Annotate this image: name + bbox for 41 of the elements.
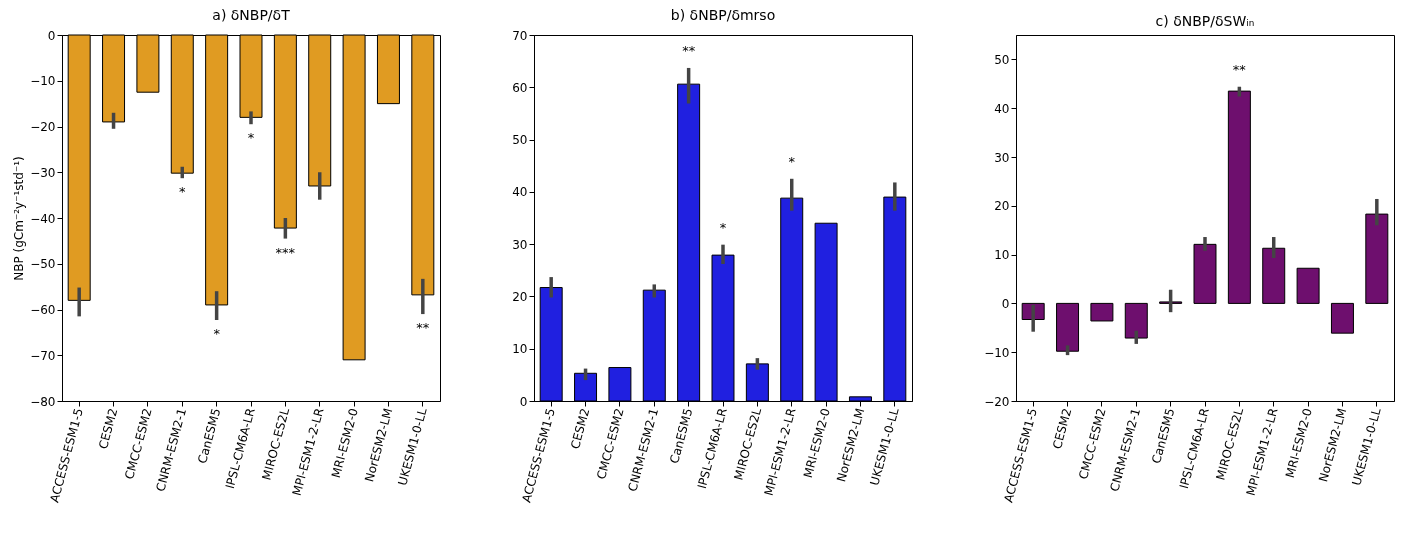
y-tick-label: −80 [30, 394, 56, 409]
annotation: * [788, 153, 796, 169]
y-tick-label: 70 [512, 28, 528, 43]
y-tick-label: 10 [512, 342, 528, 357]
y-tick-label: 20 [994, 199, 1010, 214]
annotation: * [179, 184, 187, 200]
y-tick-label: −30 [30, 165, 56, 180]
y-tick-label: 0 [519, 394, 528, 409]
chart-title: b) δNBP/δmrso [670, 7, 776, 23]
x-tick-label: CESM2 [96, 406, 121, 451]
y-tick-label: −40 [30, 211, 56, 226]
annotation: * [213, 326, 221, 342]
y-tick-label: 40 [512, 185, 528, 200]
annotation: * [247, 130, 255, 146]
annotation: ** [416, 320, 430, 336]
annotation: ** [682, 42, 696, 58]
y-axis-title: NBP (gCm⁻²y⁻¹std⁻¹) [12, 156, 27, 281]
y-tick-label: −50 [30, 257, 56, 272]
x-tick-label: CESM2 [1050, 406, 1075, 451]
y-tick-label: −10 [30, 74, 56, 89]
y-tick-label: 30 [994, 150, 1010, 165]
y-tick-label: 20 [512, 289, 528, 304]
y-tick-label: 30 [512, 237, 528, 252]
annotation: *** [275, 244, 296, 260]
y-tick-label: 60 [512, 80, 528, 95]
y-tick-label: 50 [994, 52, 1010, 67]
y-tick-label: 40 [994, 101, 1010, 116]
y-tick-label: −20 [30, 120, 56, 134]
x-tick-label: CESM2 [568, 406, 593, 451]
annotation: ** [1232, 61, 1247, 77]
y-tick-label: 50 [512, 133, 528, 148]
y-tick-label: −20 [984, 394, 1010, 409]
annotation: * [719, 219, 727, 235]
chart-title: c) δNBP/δSWᵢₙ [1155, 13, 1255, 29]
chart-title: a) δNBP/δT [212, 7, 291, 23]
y-tick-label: −70 [30, 348, 56, 363]
y-tick-label: −10 [984, 345, 1010, 360]
y-tick-label: −60 [30, 303, 56, 317]
y-tick-label: 0 [47, 28, 56, 43]
y-tick-label: 10 [994, 248, 1010, 263]
y-tick-label: 0 [1001, 296, 1010, 311]
